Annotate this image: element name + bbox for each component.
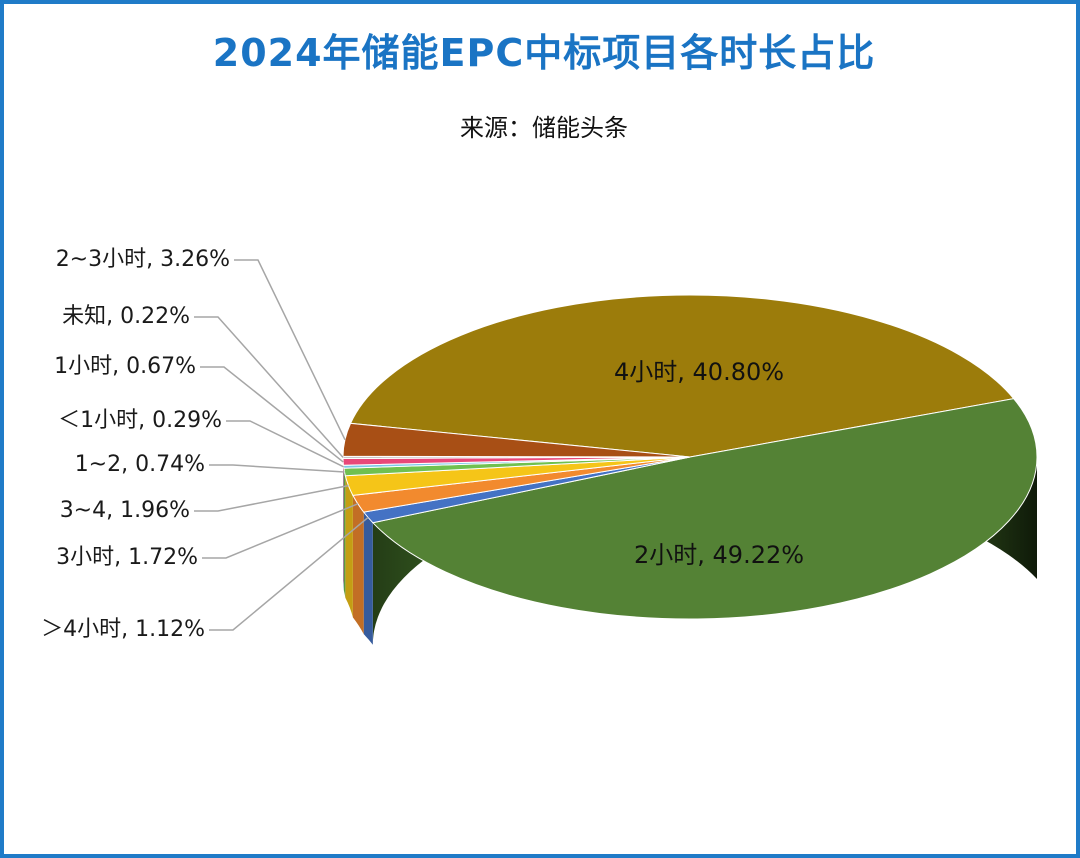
leader-line-x [194, 316, 344, 458]
data-label-1: ＜1小时, 0.29% [58, 408, 222, 433]
data-label-3-4: 3~4, 1.96% [60, 498, 190, 523]
pie-side-3-4 [345, 475, 353, 618]
leader-line-1 [226, 420, 344, 468]
leader-line-1 [200, 366, 344, 463]
leader-line-3-4 [194, 484, 349, 512]
pie-side-1-2 [343, 468, 346, 598]
data-label-3: 3小时, 1.72% [56, 545, 198, 570]
leader-line-3 [202, 503, 359, 559]
data-label-1-2: 1~2, 0.74% [75, 452, 205, 477]
data-label-4: 4小时, 40.80% [614, 358, 784, 386]
leader-line-4 [209, 516, 369, 631]
pie-slice-4 [349, 294, 1015, 458]
data-label-4: ＞4小时, 1.12% [41, 617, 205, 642]
pie-side-3 [352, 495, 364, 635]
chart-title: 2024年储能EPC中标项目各时长占比 [212, 31, 876, 75]
data-label-2-3: 2~3小时, 3.26% [56, 247, 230, 272]
pie-side-4 [363, 512, 373, 645]
data-label-x: 未知, 0.22% [62, 304, 190, 329]
chart-subtitle: 来源：储能头条 [460, 114, 628, 142]
leader-line-1-2 [209, 464, 345, 473]
pie-slice-2 [371, 398, 1038, 620]
data-label-1: 1小时, 0.67% [54, 354, 196, 379]
data-label-2: 2小时, 49.22% [634, 541, 804, 569]
pie-slice-2-3 [342, 422, 691, 458]
leader-line-2-3 [234, 259, 346, 441]
